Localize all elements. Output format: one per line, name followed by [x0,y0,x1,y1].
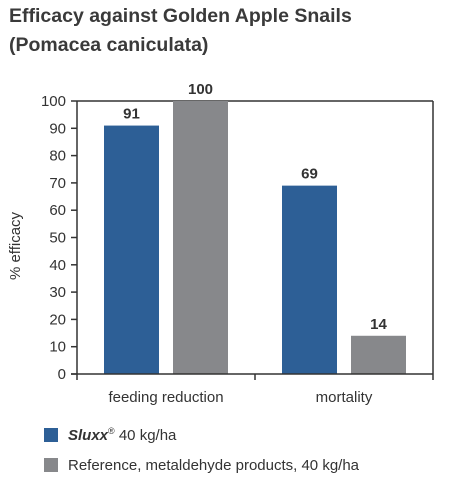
bar-value-label: 14 [370,316,387,333]
y-tick-label: 10 [49,339,66,356]
y-tick-label: 100 [41,93,66,110]
legend-item-reference: Reference, metaldehyde products, 40 kg/h… [44,450,359,480]
chart-title-line-1: Efficacy against Golden Apple Snails [9,5,352,27]
legend-swatch-reference [44,458,58,472]
x-tick-label: mortality [316,389,373,406]
legend-label-sluxx: Sluxx® 40 kg/ha [68,426,176,444]
legend-swatch-sluxx [44,428,58,442]
chart-title: Efficacy against Golden Apple Snails (Po… [9,2,449,60]
chart-bars [104,101,406,374]
legend-registered-mark: ® [108,426,115,436]
y-axis-label: % efficacy [7,211,24,280]
bar-value-label: 69 [301,166,318,183]
bar-value-label: 91 [123,106,140,123]
bar-value-label: 100 [188,81,213,98]
bar [282,185,337,374]
y-tick-label: 90 [49,120,66,137]
chart-legend: Sluxx® 40 kg/ha Reference, metaldehyde p… [44,420,359,480]
bar [351,335,406,374]
y-tick-label: 0 [58,366,66,383]
legend-brand-name: Sluxx [68,427,109,444]
bar [104,125,159,374]
bar [173,101,228,374]
y-tick-label: 60 [49,202,66,219]
legend-label-reference: Reference, metaldehyde products, 40 kg/h… [68,456,360,474]
y-tick-label: 80 [49,148,66,165]
legend-item-sluxx: Sluxx® 40 kg/ha [44,420,359,450]
y-tick-label: 40 [49,257,66,274]
legend-dose: 40 kg/ha [114,427,177,444]
y-tick-label: 50 [49,230,66,247]
chart-axes [71,100,434,380]
x-tick-label: feeding reduction [108,389,223,406]
y-tick-label: 30 [49,284,66,301]
y-tick-label: 20 [49,311,66,328]
y-tick-label: 70 [49,175,66,192]
chart-labels: 0 10 20 30 40 50 60 70 80 90 100 91 100 feeding reduc… [41,81,433,406]
chart-title-line-2: (Pomacea caniculata) [9,34,209,56]
